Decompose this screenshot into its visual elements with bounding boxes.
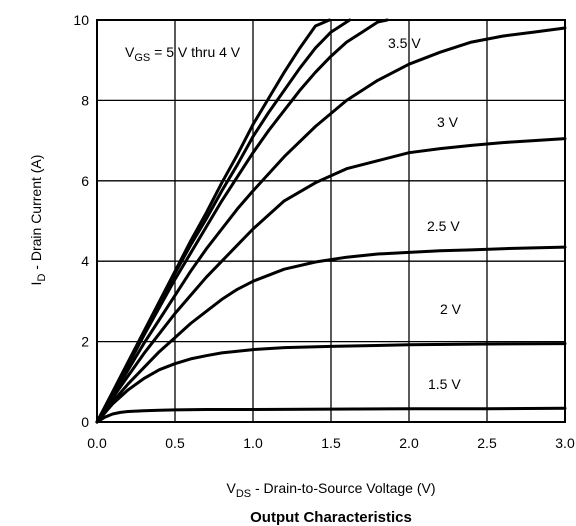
curve-label-3-v: 3 V bbox=[437, 114, 459, 130]
y-tick-label: 10 bbox=[73, 12, 89, 28]
curve-labels: 3.5 V 3 V 2.5 V 2 V 1.5 V bbox=[388, 35, 462, 392]
y-tick-label: 2 bbox=[81, 334, 89, 350]
x-tick-label: 1.0 bbox=[243, 435, 263, 451]
curve-2-v bbox=[95, 342, 567, 424]
curve-2-5-v bbox=[95, 245, 567, 424]
vgs-annotation-rest: = 5 V thru 4 V bbox=[150, 44, 241, 60]
y-axis-title-rest: - Drain Current (A) bbox=[28, 155, 44, 274]
vgs-annotation: VGS = 5 V thru 4 V bbox=[125, 44, 241, 64]
x-axis-title: VDS - Drain-to-Source Voltage (V) bbox=[226, 480, 435, 500]
x-tick-label: 3.0 bbox=[555, 435, 575, 451]
curve-4-5-v bbox=[95, 18, 352, 424]
y-tick-label: 4 bbox=[81, 253, 89, 269]
curve-3-v bbox=[95, 137, 567, 424]
y-tick-label: 0 bbox=[81, 414, 89, 430]
grid-lines bbox=[96, 19, 566, 423]
y-axis-title-sub: D bbox=[36, 274, 48, 282]
y-axis-title-main: I bbox=[28, 282, 44, 286]
plot-frame bbox=[96, 19, 566, 423]
curve-label-2-5-v: 2.5 V bbox=[427, 218, 460, 234]
y-tick-labels: 0 2 4 6 8 10 bbox=[73, 12, 89, 430]
x-tick-label: 1.5 bbox=[321, 435, 341, 451]
curve-label-1-5-v: 1.5 V bbox=[428, 376, 461, 392]
y-tick-label: 8 bbox=[81, 92, 89, 108]
y-axis-title: ID - Drain Current (A) bbox=[28, 155, 48, 286]
x-tick-label: 2.0 bbox=[399, 435, 419, 451]
x-axis-title-main: V bbox=[226, 480, 236, 496]
vgs-annotation-sub: GS bbox=[134, 52, 150, 64]
vgs-annotation-main: V bbox=[125, 44, 135, 60]
x-tick-labels: 0.0 0.5 1.0 1.5 2.0 2.5 3.0 bbox=[87, 435, 575, 451]
curve-3-5-v bbox=[95, 26, 567, 424]
curve-4-v bbox=[95, 18, 389, 424]
x-axis-title-rest: - Drain-to-Source Voltage (V) bbox=[251, 480, 435, 496]
x-tick-label: 0.0 bbox=[87, 435, 107, 451]
curve-1-5-v bbox=[95, 406, 567, 424]
x-tick-label: 2.5 bbox=[477, 435, 497, 451]
curve-label-3-5-v: 3.5 V bbox=[388, 35, 421, 51]
x-axis-title-sub: DS bbox=[236, 488, 251, 500]
curve-label-2-v: 2 V bbox=[440, 301, 462, 317]
x-tick-label: 0.5 bbox=[165, 435, 185, 451]
y-tick-label: 6 bbox=[81, 173, 89, 189]
curves bbox=[95, 18, 567, 424]
chart-title: Output Characteristics bbox=[250, 509, 412, 526]
